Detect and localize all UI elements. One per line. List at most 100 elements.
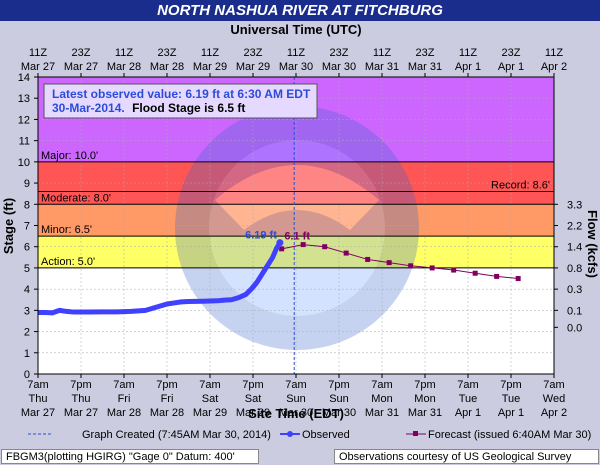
stage-tick-label: 10 xyxy=(18,157,30,169)
local-tick-date: Apr 1 xyxy=(498,407,524,419)
stage-tick-label: 2 xyxy=(24,327,30,339)
local-tick-date: Mar 28 xyxy=(150,407,184,419)
utc-tick-hour: 23Z xyxy=(330,47,349,59)
local-tick-date: Mar 30 xyxy=(279,407,313,419)
stage-tick-label: 3 xyxy=(24,305,30,317)
observed-value-label: 6.19 ft xyxy=(245,230,277,242)
stage-tick-label: 7 xyxy=(24,221,30,233)
local-tick-time: 7am xyxy=(199,379,220,391)
forecast-point xyxy=(365,256,371,262)
utc-tick-date: Mar 31 xyxy=(408,61,442,73)
hydrograph-chart: Major: 10.0' Moderate: 8.0' Minor: 6.5' Act… xyxy=(1,22,600,441)
threshold-label-action: Action: 5.0' xyxy=(41,256,95,268)
forecast-point xyxy=(386,260,392,266)
local-tick-time: 7am xyxy=(457,379,478,391)
local-tick-day: Sat xyxy=(245,393,262,405)
utc-tick-hour: 11Z xyxy=(459,47,477,59)
legend-observed: Observed xyxy=(302,429,350,441)
footer-credit: Observations courtesy of US Geological S… xyxy=(334,449,599,464)
forecast-point xyxy=(515,276,521,282)
info-box: Latest observed value: 6.19 ft at 6:30 A… xyxy=(43,83,318,119)
noaa-bird-icon xyxy=(215,165,379,230)
stage-tick-label: 13 xyxy=(18,93,30,105)
local-tick-time: 7pm xyxy=(242,379,263,391)
stage-tick-label: 12 xyxy=(18,114,30,126)
utc-tick-hour: 11Z xyxy=(287,47,305,59)
local-tick-date: Mar 27 xyxy=(21,407,55,419)
noaa-watermark-icon xyxy=(175,106,419,350)
forecast-crest-label: 6.1 ft xyxy=(284,231,310,243)
utc-tick-hour: 23Z xyxy=(502,47,521,59)
local-tick-time: 7pm xyxy=(328,379,349,391)
local-tick-day: Sat xyxy=(202,393,219,405)
utc-tick-date: Mar 29 xyxy=(193,61,227,73)
flow-ticks: 0.1 0.3 0.8 1.4 2.2 3.3 0.0 xyxy=(554,199,582,334)
info-date: 30-Mar-2014. xyxy=(52,101,125,115)
forecast-point xyxy=(343,250,349,256)
local-tick-date: Mar 31 xyxy=(365,407,399,419)
local-tick-day: Tue xyxy=(459,393,478,405)
local-tick-date: Mar 29 xyxy=(193,407,227,419)
threshold-label-record: Record: 8.6' xyxy=(491,180,550,192)
series-lines xyxy=(38,77,521,374)
local-tick-date: Mar 27 xyxy=(64,407,98,419)
local-tick-date: Mar 29 xyxy=(236,407,270,419)
grid-lines xyxy=(38,77,554,374)
threshold-label-moderate: Moderate: 8.0' xyxy=(41,192,111,204)
local-tick-day: Mon xyxy=(414,393,435,405)
local-tick-time: 7pm xyxy=(70,379,91,391)
legend-observed-marker xyxy=(287,431,293,437)
utc-tick-date: Mar 28 xyxy=(107,61,141,73)
utc-tick-date: Mar 27 xyxy=(21,61,55,73)
local-tick-time: 7pm xyxy=(500,379,521,391)
local-tick-time: 7am xyxy=(27,379,48,391)
observed-latest-point xyxy=(276,239,284,247)
local-tick-time: 7pm xyxy=(156,379,177,391)
stage-tick-label: 0 xyxy=(24,369,30,381)
forecast-point xyxy=(408,263,414,269)
local-tick-day: Thu xyxy=(72,393,91,405)
utc-tick-hour: 23Z xyxy=(72,47,91,59)
threshold-labels: Major: 10.0' Moderate: 8.0' Minor: 6.5' Act… xyxy=(41,150,550,268)
forecast-point xyxy=(279,246,285,252)
stage-tick-label: 11 xyxy=(19,136,30,148)
utc-tick-hour: 11Z xyxy=(29,47,47,59)
utc-tick-date: Mar 28 xyxy=(150,61,184,73)
flow-tick-label: 2.2 xyxy=(567,221,582,233)
noaa-seal-inner-icon xyxy=(209,140,385,316)
local-tick-time: 7pm xyxy=(414,379,435,391)
observed-line xyxy=(38,241,283,316)
stage-tick-label: 8 xyxy=(24,199,30,211)
local-tick-time: 7am xyxy=(543,379,564,391)
local-tick-date: Mar 31 xyxy=(408,407,442,419)
bottom-axis-title: Site Time (EDT) xyxy=(248,406,344,421)
flow-tick-label: 0.1 xyxy=(567,305,582,317)
legend-forecast-marker xyxy=(413,431,418,436)
local-tick-day: Tue xyxy=(502,393,521,405)
stage-tick-label: 5 xyxy=(24,263,30,275)
stage-tick-label: 4 xyxy=(24,284,30,296)
forecast-point xyxy=(429,265,435,271)
utc-tick-date: Mar 30 xyxy=(279,61,313,73)
utc-tick-hour: 11Z xyxy=(545,47,563,59)
local-tick-day: Thu xyxy=(29,393,48,405)
info-flood-stage: Flood Stage is 6.5 ft xyxy=(132,101,245,115)
top-axis-title: Universal Time (UTC) xyxy=(230,22,361,37)
utc-ticks: 11Z Mar 27 23Z Mar 27 11Z Mar 28 23Z Mar 28 11Z M… xyxy=(21,47,567,77)
local-tick-date: Mar 28 xyxy=(107,407,141,419)
local-tick-day: Fri xyxy=(161,393,174,405)
stage-tick-label: 9 xyxy=(24,178,30,190)
local-tick-date: Apr 1 xyxy=(455,407,481,419)
chart-title: NORTH NASHUA RIVER AT FITCHBURG xyxy=(0,0,600,21)
threshold-label-major: Major: 10.0' xyxy=(41,150,98,162)
series-labels: 6.19 ft 6.1 ft xyxy=(245,230,310,243)
threshold-label-minor: Minor: 6.5' xyxy=(41,224,92,236)
utc-tick-date: Mar 27 xyxy=(64,61,98,73)
forecast-line xyxy=(281,244,519,280)
utc-tick-hour: 11Z xyxy=(115,47,133,59)
local-tick-date: Mar 30 xyxy=(322,407,356,419)
local-tick-day: Wed xyxy=(543,393,565,405)
stage-tick-label: 6 xyxy=(24,242,30,254)
forecast-point xyxy=(300,242,306,248)
utc-tick-date: Apr 1 xyxy=(498,61,524,73)
